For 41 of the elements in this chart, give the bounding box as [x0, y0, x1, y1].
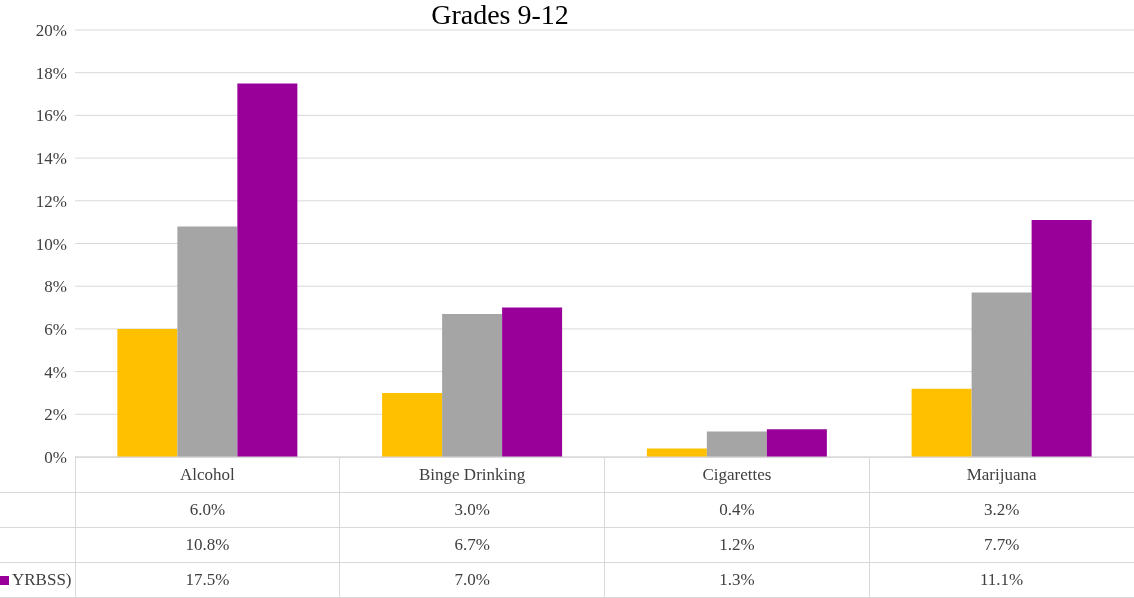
y-tick-label: 16%	[35, 106, 67, 126]
bar	[442, 313, 503, 457]
data-label: 0.4%	[604, 492, 870, 528]
legend-label: YRBSS)	[11, 570, 72, 589]
bar	[177, 226, 238, 457]
bar	[382, 392, 443, 457]
bar	[971, 292, 1032, 457]
x-tick-label: Binge Drinking	[339, 457, 605, 493]
bar	[706, 431, 767, 457]
bar	[646, 448, 707, 457]
data-label: 1.2%	[604, 527, 870, 563]
data-label: 7.0%	[339, 562, 605, 598]
y-tick-label: 14%	[35, 149, 67, 169]
data-label: 11.1%	[869, 562, 1134, 598]
data-label: 3.0%	[339, 492, 605, 528]
x-tick-label: Cigarettes	[604, 457, 870, 493]
data-label: 17.5%	[75, 562, 340, 598]
y-tick-label: 18%	[35, 63, 67, 83]
x-tick-label: Marijuana	[869, 457, 1134, 493]
y-tick-label: 4%	[44, 362, 67, 382]
x-tick-label: Alcohol	[75, 457, 340, 493]
bar	[911, 388, 972, 457]
data-label: 10.8%	[75, 527, 340, 563]
bar	[237, 83, 298, 457]
data-label: 1.3%	[604, 562, 870, 598]
data-label: 6.7%	[339, 527, 605, 563]
data-label: 7.7%	[869, 527, 1134, 563]
bar	[766, 429, 827, 457]
y-tick-label: 8%	[44, 277, 67, 297]
y-tick-label: 20%	[35, 21, 67, 41]
bar	[117, 328, 178, 457]
chart-title: Grades 9-12	[431, 0, 569, 30]
y-tick-label: 2%	[44, 405, 67, 425]
y-tick-label: 0%	[44, 448, 67, 468]
data-label: 6.0%	[75, 492, 340, 528]
y-tick-label: 10%	[35, 234, 67, 254]
bar	[1031, 220, 1092, 457]
y-tick-label: 12%	[35, 191, 67, 211]
data-label: 3.2%	[869, 492, 1134, 528]
bar	[502, 307, 563, 457]
y-tick-label: 6%	[44, 319, 67, 339]
